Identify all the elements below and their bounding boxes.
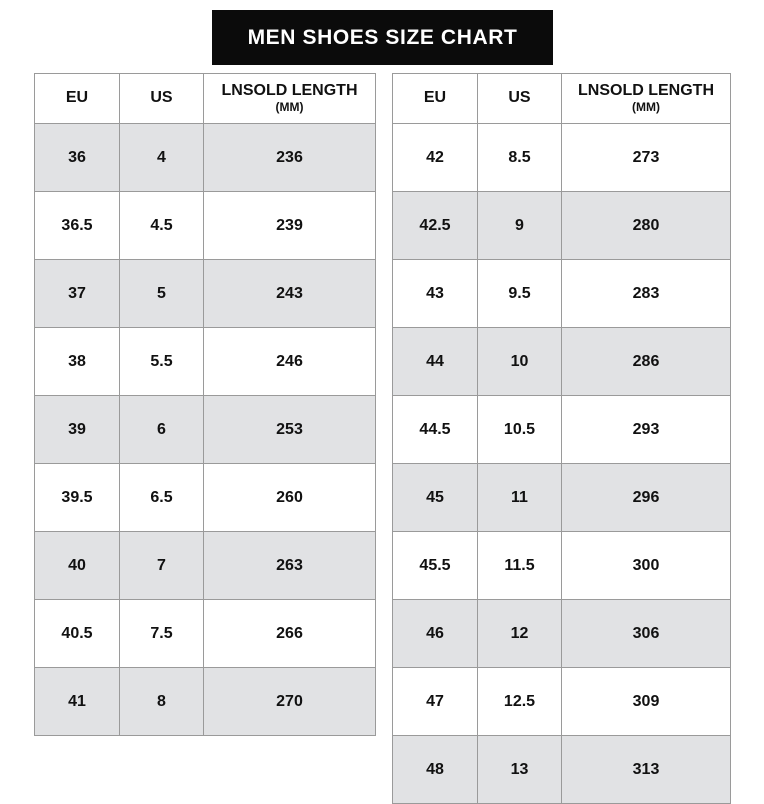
cell-us: 10.5 <box>477 395 562 464</box>
table-row: 48 13 313 <box>392 735 731 804</box>
cell-eu: 38 <box>34 327 120 396</box>
column-header-length-main: LNSOLD LENGTH <box>221 82 358 100</box>
cell-eu: 41 <box>34 667 120 736</box>
cell-eu: 39 <box>34 395 120 464</box>
header-row: EU US LNSOLD LENGTH (MM) <box>392 73 731 124</box>
cell-length: 263 <box>203 531 376 600</box>
cell-length: 243 <box>203 259 376 328</box>
table-header-left: EU US LNSOLD LENGTH (MM) <box>34 73 376 124</box>
column-header-us: US <box>477 73 562 124</box>
cell-us: 5 <box>119 259 204 328</box>
cell-length: 280 <box>561 191 731 260</box>
table-row: 38 5.5 246 <box>34 327 376 396</box>
table-row: 36 4 236 <box>34 123 376 192</box>
cell-eu: 39.5 <box>34 463 120 532</box>
table-row: 44.5 10.5 293 <box>392 395 731 464</box>
cell-eu: 40.5 <box>34 599 120 668</box>
cell-us: 10 <box>477 327 562 396</box>
cell-us: 9.5 <box>477 259 562 328</box>
cell-length: 239 <box>203 191 376 260</box>
cell-us: 7 <box>119 531 204 600</box>
cell-us: 13 <box>477 735 562 804</box>
table-body-right: 42 8.5 273 42.5 9 280 43 9.5 283 44 10 286 44.5 10.5 2… <box>392 123 731 804</box>
column-header-length: LNSOLD LENGTH (MM) <box>203 73 376 124</box>
table-row: 39.5 6.5 260 <box>34 463 376 532</box>
cell-us: 12.5 <box>477 667 562 736</box>
table-row: 46 12 306 <box>392 599 731 668</box>
cell-length: 246 <box>203 327 376 396</box>
cell-eu: 44.5 <box>392 395 478 464</box>
cell-length: 260 <box>203 463 376 532</box>
cell-eu: 40 <box>34 531 120 600</box>
cell-us: 4.5 <box>119 191 204 260</box>
cell-eu: 42.5 <box>392 191 478 260</box>
cell-us: 11.5 <box>477 531 562 600</box>
page-title: MEN SHOES SIZE CHART <box>247 25 518 49</box>
table-row: 37 5 243 <box>34 259 376 328</box>
cell-eu: 46 <box>392 599 478 668</box>
column-header-length-main: LNSOLD LENGTH <box>578 82 714 100</box>
column-header-length-unit: (MM) <box>632 100 660 115</box>
cell-eu: 45.5 <box>392 531 478 600</box>
cell-length: 296 <box>561 463 731 532</box>
table-header-right: EU US LNSOLD LENGTH (MM) <box>392 73 731 124</box>
cell-us: 5.5 <box>119 327 204 396</box>
cell-us: 6 <box>119 395 204 464</box>
cell-length: 286 <box>561 327 731 396</box>
table-row: 45 11 296 <box>392 463 731 532</box>
table-row: 36.5 4.5 239 <box>34 191 376 260</box>
table-row: 40 7 263 <box>34 531 376 600</box>
cell-us: 4 <box>119 123 204 192</box>
cell-us: 6.5 <box>119 463 204 532</box>
column-header-eu: EU <box>34 73 120 124</box>
table-body-left: 36 4 236 36.5 4.5 239 37 5 243 38 5.5 246 39 6 253 39.5… <box>34 123 376 736</box>
cell-eu: 48 <box>392 735 478 804</box>
cell-length: 313 <box>561 735 731 804</box>
cell-length: 283 <box>561 259 731 328</box>
table-row: 40.5 7.5 266 <box>34 599 376 668</box>
column-header-us: US <box>119 73 204 124</box>
cell-eu: 36.5 <box>34 191 120 260</box>
table-row: 43 9.5 283 <box>392 259 731 328</box>
cell-length: 253 <box>203 395 376 464</box>
cell-us: 12 <box>477 599 562 668</box>
cell-eu: 45 <box>392 463 478 532</box>
table-row: 47 12.5 309 <box>392 667 731 736</box>
cell-length: 266 <box>203 599 376 668</box>
cell-eu: 43 <box>392 259 478 328</box>
table-row: 42.5 9 280 <box>392 191 731 260</box>
table-row: 42 8.5 273 <box>392 123 731 192</box>
size-table-left: EU US LNSOLD LENGTH (MM) 36 4 236 36.5 4.5 23… <box>34 73 376 736</box>
cell-length: 270 <box>203 667 376 736</box>
cell-us: 9 <box>477 191 562 260</box>
chart-title-bar: MEN SHOES SIZE CHART <box>212 10 553 65</box>
cell-us: 8 <box>119 667 204 736</box>
cell-length: 236 <box>203 123 376 192</box>
column-header-length-unit: (MM) <box>275 100 304 115</box>
cell-length: 293 <box>561 395 731 464</box>
cell-length: 273 <box>561 123 731 192</box>
cell-length: 300 <box>561 531 731 600</box>
column-header-eu: EU <box>392 73 478 124</box>
cell-eu: 36 <box>34 123 120 192</box>
cell-eu: 37 <box>34 259 120 328</box>
cell-us: 8.5 <box>477 123 562 192</box>
cell-us: 7.5 <box>119 599 204 668</box>
table-row: 39 6 253 <box>34 395 376 464</box>
cell-eu: 42 <box>392 123 478 192</box>
header-row: EU US LNSOLD LENGTH (MM) <box>34 73 376 124</box>
cell-eu: 44 <box>392 327 478 396</box>
cell-eu: 47 <box>392 667 478 736</box>
cell-length: 306 <box>561 599 731 668</box>
column-header-length: LNSOLD LENGTH (MM) <box>561 73 731 124</box>
table-row: 41 8 270 <box>34 667 376 736</box>
cell-length: 309 <box>561 667 731 736</box>
cell-us: 11 <box>477 463 562 532</box>
table-row: 45.5 11.5 300 <box>392 531 731 600</box>
size-table-right: EU US LNSOLD LENGTH (MM) 42 8.5 273 42.5 9 28… <box>392 73 731 804</box>
table-row: 44 10 286 <box>392 327 731 396</box>
